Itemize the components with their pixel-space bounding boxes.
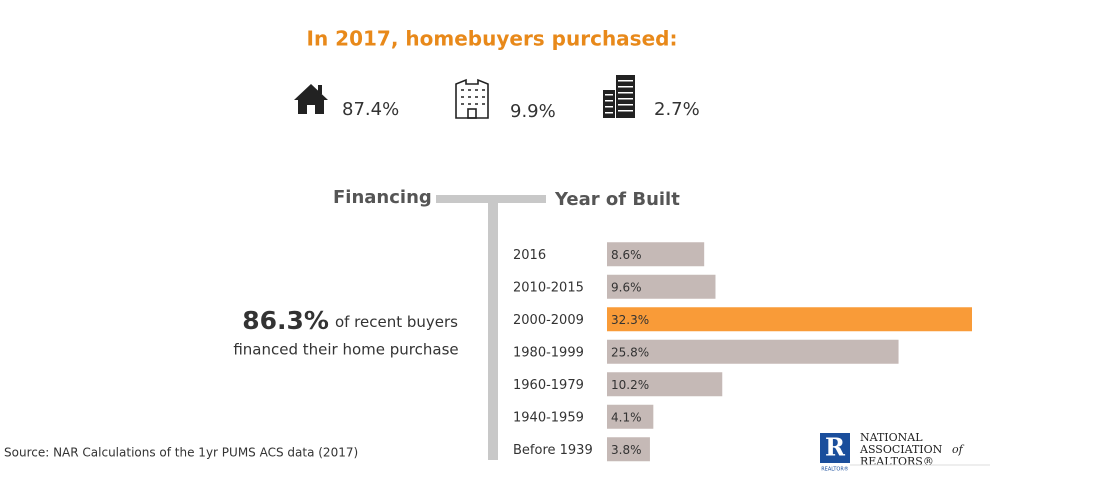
purchases-title: In 2017, homebuyers purchased:	[307, 27, 678, 51]
source: Source: NAR Calculations of the 1yr PUMS…	[4, 446, 358, 460]
bar	[607, 339, 899, 364]
category-label: 2010-2015	[513, 280, 584, 295]
bar-value-label: 9.6%	[611, 280, 642, 294]
financing-heading: Financing	[333, 187, 432, 208]
category-label: Before 1939	[513, 443, 593, 458]
logo-of: of	[952, 443, 965, 456]
apartment-icon	[455, 78, 489, 119]
bar	[607, 404, 654, 429]
logo-line-2: ASSOCIATION	[859, 443, 943, 456]
logo-mark	[820, 433, 850, 463]
single-family-share: 87.4%	[342, 99, 399, 120]
house-icon	[294, 84, 328, 114]
highrise-share: 2.7%	[654, 99, 700, 120]
tower-icon	[603, 75, 635, 118]
chart-title: Year of Built	[554, 189, 680, 210]
bar	[607, 242, 705, 267]
category-label: 2000-2009	[513, 313, 584, 328]
financing-share: 86.3%	[242, 306, 329, 335]
financing-line-1: 86.3% of recent buyers	[242, 306, 458, 335]
financing-text: of recent buyers	[335, 313, 458, 331]
financing-line-2: financed their home purchase	[233, 341, 458, 359]
connector-stem	[488, 195, 498, 460]
logo-r: R	[825, 433, 846, 462]
bar-value-label: 32.3%	[611, 313, 649, 327]
bar-value-label: 10.2%	[611, 378, 649, 392]
bar	[607, 307, 972, 332]
bar	[607, 372, 723, 397]
bar-value-label: 4.1%	[611, 410, 642, 424]
logo-line-1: NATIONAL	[860, 431, 923, 444]
category-label: 1940-1959	[513, 410, 584, 425]
bar-value-label: 3.8%	[611, 443, 642, 457]
logo-line-3: REALTORS®	[860, 455, 934, 468]
bar-value-label: 8.6%	[611, 248, 642, 262]
apartment-share: 9.9%	[510, 101, 556, 122]
logo-mark-text: REALTOR®	[821, 466, 849, 473]
category-label: 1980-1999	[513, 345, 584, 360]
logo: R REALTOR® NATIONAL ASSOCIATION of REALT…	[820, 431, 990, 473]
category-label: 2016	[513, 248, 546, 263]
bar-value-label: 25.8%	[611, 345, 649, 359]
bar	[607, 274, 716, 299]
category-label: 1960-1979	[513, 378, 584, 393]
bar	[607, 437, 650, 462]
